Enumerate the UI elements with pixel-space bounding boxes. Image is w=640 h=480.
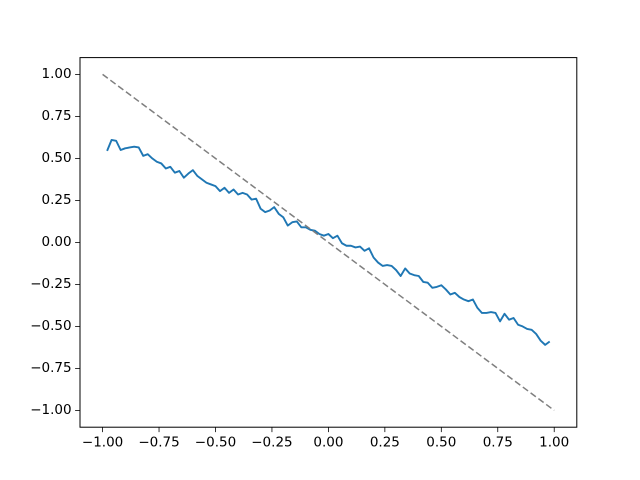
x-tick-label: 0.00 <box>313 435 343 451</box>
x-tick-label: −0.50 <box>195 435 236 451</box>
y-tick-label: −1.00 <box>30 402 71 418</box>
x-tick-label: −1.00 <box>82 435 123 451</box>
y-tick-label: 0.50 <box>42 150 72 166</box>
x-tick-label: −0.75 <box>138 435 179 451</box>
reference-dashed-line <box>102 73 555 412</box>
x-tick-label: −0.25 <box>251 435 292 451</box>
y-tick-label: 0.25 <box>42 192 72 208</box>
y-tick-label: 1.00 <box>42 66 72 82</box>
x-tick-label: 0.25 <box>370 435 400 451</box>
x-tick-label: 0.50 <box>426 435 456 451</box>
y-tick-label: 0.00 <box>42 234 72 250</box>
x-tick-label: 1.00 <box>539 435 569 451</box>
y-tick-label: 0.75 <box>42 108 72 124</box>
y-tick-label: −0.75 <box>30 360 71 376</box>
y-tick-label: −0.50 <box>30 318 71 334</box>
x-tick-label: 0.75 <box>483 435 513 451</box>
y-tick-label: −0.25 <box>30 276 71 292</box>
noisy-data-line <box>106 138 551 346</box>
